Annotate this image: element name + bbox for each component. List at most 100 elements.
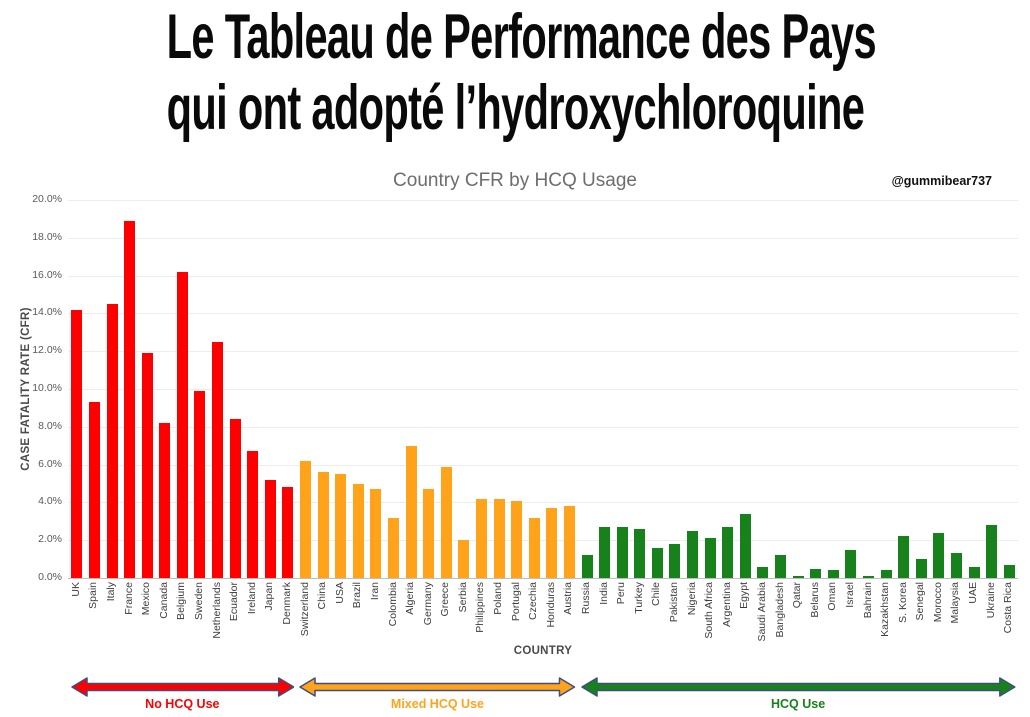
y-tick-label: 0.0%: [38, 571, 62, 583]
x-tick-label: Belgium: [175, 582, 188, 620]
x-tick-label: China: [316, 582, 329, 610]
gridline: [68, 351, 1018, 353]
bar-south-africa: [704, 538, 716, 578]
gridline: [68, 426, 1018, 428]
y-tick-label: 12.0%: [32, 344, 62, 357]
x-tick-label: S. Korea: [896, 582, 909, 623]
x-tick-label: Egypt: [738, 582, 751, 609]
x-tick-label: UK: [69, 582, 82, 597]
bar-uk: [71, 309, 83, 578]
x-tick-label: Qatar: [791, 582, 804, 609]
x-tick-label: Czechia: [527, 582, 540, 620]
bar-italy: [106, 303, 118, 578]
x-tick-label: Denmark: [280, 582, 293, 625]
y-tick-label: 8.0%: [38, 419, 62, 432]
bar-peru: [616, 527, 628, 578]
x-tick-label: Nigeria: [685, 582, 698, 616]
y-tick-label: 14.0%: [32, 306, 62, 319]
x-tick-label: Oman: [826, 582, 839, 611]
x-tick-label: Argentina: [720, 582, 733, 627]
y-tick-label: 4.0%: [38, 495, 62, 508]
bar-belarus: [810, 568, 822, 578]
bar-turkey: [634, 528, 646, 578]
x-axis-title: COUNTRY: [513, 645, 573, 657]
gridline: [68, 313, 1018, 315]
bar-france: [124, 220, 136, 578]
group-label-no-hcq-use: No HCQ Use: [145, 697, 220, 711]
x-tick-label: Ukraine: [984, 582, 997, 619]
x-tick-label: UAE: [967, 582, 979, 604]
bar-s-korea: [898, 536, 910, 578]
x-tick-label: Iran: [368, 582, 381, 601]
y-tick-label: 20.0%: [32, 193, 62, 205]
gridline: [68, 275, 1018, 277]
x-tick-label: Pakistan: [667, 582, 680, 623]
bar-chile: [651, 547, 663, 578]
x-tick-label: Bangladesh: [773, 582, 786, 638]
x-tick-label: Spain: [87, 582, 100, 609]
bar-usa: [335, 474, 347, 579]
bar-czechia: [528, 517, 540, 578]
bar-china: [317, 472, 329, 578]
x-tick-label: Serbia: [456, 582, 469, 613]
bar-saudi-arabia: [757, 566, 769, 578]
y-tick-label: 16.0%: [32, 268, 62, 281]
gridline: [68, 389, 1018, 390]
bar-brazil: [352, 483, 364, 578]
bar-serbia: [458, 540, 470, 578]
bar-greece: [440, 466, 452, 578]
y-tick-label: 2.0%: [38, 533, 62, 546]
x-tick-label: Senegal: [914, 582, 927, 621]
page-title-line-1: Le Tableau de Performance des Pays: [166, 2, 877, 72]
y-tick-label: 6.0%: [38, 457, 62, 470]
x-tick-label: Switzerland: [298, 582, 311, 637]
bar-argentina: [722, 527, 734, 578]
bar-germany: [423, 489, 435, 578]
x-tick-label: Bahrain: [861, 582, 874, 619]
x-tick-label: Italy: [105, 582, 117, 602]
page-title-line-2: qui ont adopté l’hydroxychloroquine: [166, 73, 865, 143]
bar-qatar: [792, 576, 804, 578]
bar-algeria: [405, 445, 417, 578]
group-arrow-mixed-hcq-use: [299, 677, 576, 697]
bar-mexico: [141, 353, 153, 578]
chart-title: Country CFR by HCQ Usage: [393, 170, 637, 191]
x-tick-label: Poland: [492, 582, 504, 615]
bar-ukraine: [986, 525, 998, 578]
group-label-hcq-use: HCQ Use: [770, 697, 826, 711]
page-title: Le Tableau de Performance des Pays qui o…: [0, 2, 980, 144]
bar-denmark: [282, 487, 294, 578]
bar-ireland: [247, 451, 259, 578]
bar-bahrain: [863, 576, 874, 578]
x-tick-label: South Africa: [703, 582, 716, 639]
x-tick-label: Canada: [157, 582, 170, 619]
x-tick-label: Honduras: [544, 582, 557, 628]
gridline: [68, 502, 1018, 504]
bar-spain: [88, 402, 100, 578]
x-tick-label: Malaysia: [949, 582, 962, 624]
x-tick-label: India: [597, 582, 610, 605]
gridline: [68, 237, 1018, 239]
watermark-handle: @gummibear737: [891, 174, 992, 188]
x-tick-label: Ecuador: [228, 582, 241, 622]
x-tick-label: Greece: [439, 582, 452, 617]
bar-israel: [845, 549, 857, 578]
x-tick-label: Netherlands: [210, 582, 223, 639]
x-tick-label: Russia: [580, 582, 592, 615]
x-tick-label: Belarus: [808, 582, 821, 618]
bar-honduras: [546, 508, 558, 578]
x-tick-label: Turkey: [632, 582, 645, 614]
bar-iran: [370, 489, 382, 578]
x-tick-label: Mexico: [140, 582, 153, 616]
bar-belgium: [176, 271, 188, 578]
group-label-mixed-hcq-use: Mixed HCQ Use: [390, 697, 484, 711]
bar-philippines: [475, 498, 487, 578]
x-tick-label: Ireland: [245, 582, 258, 615]
x-tick-label: Costa Rica: [1002, 582, 1015, 634]
x-tick-label: Morocco: [931, 582, 944, 623]
bar-austria: [563, 506, 575, 578]
x-tick-label: Philippines: [474, 582, 487, 633]
bar-canada: [159, 423, 171, 578]
bar-ecuador: [229, 419, 241, 578]
group-arrow-no-hcq-use: [70, 677, 294, 697]
